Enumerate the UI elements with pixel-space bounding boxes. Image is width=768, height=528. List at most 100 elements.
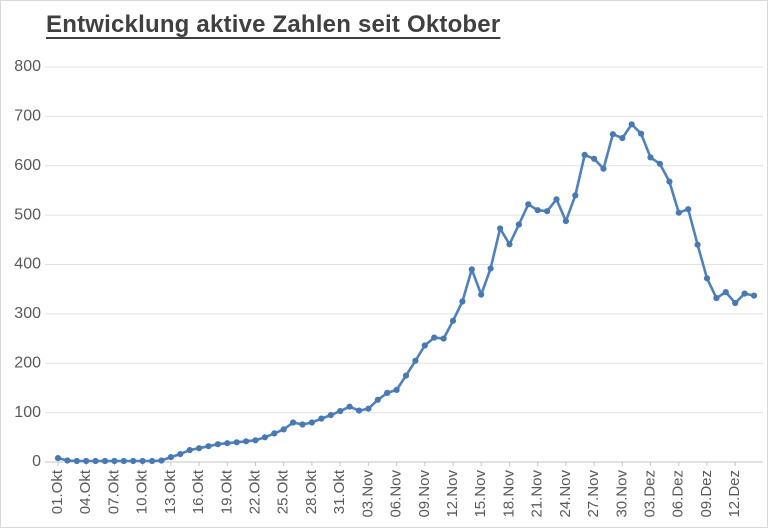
data-point-marker: [318, 415, 325, 422]
data-point-marker: [591, 155, 598, 162]
data-point-marker: [449, 317, 457, 324]
x-tick-label: 18.Nov: [500, 470, 517, 518]
data-point-marker: [120, 457, 127, 465]
data-point-marker: [149, 457, 156, 465]
data-point-marker: [694, 241, 701, 248]
data-point-marker: [355, 407, 363, 414]
x-tick-label: 30.Nov: [613, 470, 630, 518]
data-point-marker: [402, 372, 410, 379]
data-point-marker: [525, 201, 532, 208]
data-point-marker: [384, 389, 391, 396]
x-tick-label: 03.Dez: [642, 470, 659, 518]
data-point-marker: [261, 434, 268, 441]
data-point-marker: [290, 419, 297, 426]
data-point-marker: [54, 455, 62, 462]
data-point-marker: [130, 457, 137, 465]
data-point-marker: [675, 209, 682, 216]
y-tick-label: 600: [14, 157, 41, 174]
x-tick-label: 07.Okt: [105, 469, 122, 514]
data-point-marker: [233, 439, 240, 446]
data-point-marker: [186, 447, 193, 454]
data-point-marker: [337, 408, 344, 415]
data-point-marker: [299, 421, 306, 428]
data-point-marker: [374, 396, 381, 403]
data-point-marker: [167, 454, 174, 461]
x-tick-label: 28.Okt: [303, 469, 320, 514]
data-point-marker: [224, 440, 231, 447]
data-point-marker: [139, 457, 146, 465]
data-point-marker: [534, 207, 541, 214]
data-point-marker: [327, 412, 334, 419]
y-tick-label: 400: [14, 256, 41, 273]
x-tick-label: 24.Nov: [557, 470, 574, 518]
data-point-marker: [243, 438, 250, 445]
data-point-marker: [600, 165, 607, 172]
data-point-marker: [722, 289, 729, 296]
data-point-marker: [412, 357, 419, 364]
data-point-marker: [553, 196, 560, 203]
x-tick-label: 31.Okt: [331, 469, 348, 514]
data-point-marker: [280, 426, 287, 433]
data-point-marker: [214, 441, 221, 448]
y-tick-label: 300: [14, 305, 41, 322]
x-tick-label: 04.Okt: [77, 469, 94, 514]
x-tick-label: 27.Nov: [585, 470, 602, 518]
data-point-marker: [440, 335, 447, 342]
data-point-marker: [515, 221, 523, 228]
data-point-marker: [158, 457, 165, 464]
data-point-marker: [421, 342, 428, 349]
data-point-marker: [685, 206, 692, 213]
data-point-marker: [196, 445, 203, 452]
data-point-marker: [83, 457, 90, 465]
data-point-marker: [609, 131, 617, 138]
data-point-marker: [750, 292, 758, 299]
data-point-marker: [468, 266, 475, 273]
x-tick-label: 12.Dez: [726, 470, 743, 518]
x-tick-label: 01.Okt: [49, 469, 66, 514]
y-tick-label: 0: [32, 453, 41, 470]
data-point-marker: [393, 386, 400, 393]
data-point-marker: [562, 218, 570, 225]
x-tick-label: 22.Okt: [246, 469, 263, 514]
x-tick-label: 06.Dez: [670, 470, 687, 518]
data-point-marker: [638, 130, 645, 137]
data-point-marker: [308, 419, 315, 426]
data-point-marker: [703, 275, 711, 282]
data-point-marker: [497, 225, 504, 232]
data-point-marker: [656, 160, 664, 167]
x-tick-label: 03.Nov: [359, 470, 376, 518]
data-point-marker: [572, 192, 579, 199]
data-point-marker: [732, 299, 739, 307]
x-tick-label: 25.Okt: [275, 469, 292, 514]
data-point-marker: [478, 291, 485, 298]
data-point-marker: [487, 265, 494, 272]
x-tick-label: 13.Okt: [162, 469, 179, 514]
x-tick-label: 15.Nov: [472, 470, 489, 518]
x-tick-label: 21.Nov: [529, 470, 546, 518]
x-tick-label: 16.Okt: [190, 469, 207, 514]
data-point-marker: [92, 457, 99, 465]
data-point-marker: [544, 208, 551, 215]
data-point-marker: [581, 151, 588, 158]
x-tick-label: 10.Okt: [134, 469, 151, 514]
data-series-line: [56, 123, 756, 463]
x-tick-label: 12.Nov: [444, 470, 461, 518]
data-point-marker: [205, 443, 212, 450]
x-tick-label: 06.Nov: [388, 470, 405, 518]
data-point-marker: [101, 457, 109, 465]
data-point-marker: [647, 154, 654, 161]
data-point-marker: [365, 405, 372, 412]
y-tick-label: 700: [14, 108, 41, 125]
x-tick-label: 09.Dez: [698, 470, 715, 518]
data-point-marker: [73, 457, 80, 465]
data-point-marker: [666, 178, 673, 185]
data-point-marker: [177, 451, 184, 458]
data-point-marker: [619, 135, 626, 142]
y-tick-label: 200: [14, 354, 41, 371]
data-point-marker: [271, 430, 278, 437]
data-point-marker: [64, 457, 71, 464]
data-point-marker: [628, 121, 635, 128]
y-tick-label: 100: [14, 404, 41, 421]
data-point-marker: [741, 290, 748, 297]
